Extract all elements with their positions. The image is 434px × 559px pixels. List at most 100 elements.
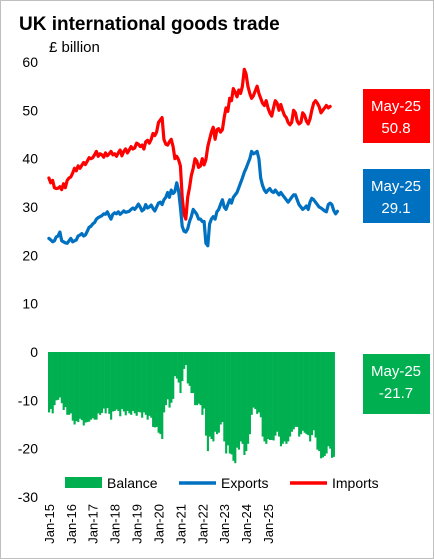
balance-bar (241, 352, 244, 444)
legend-label-exports: Exports (221, 475, 268, 491)
balance-bar (184, 352, 188, 366)
balance-bar (110, 352, 113, 420)
balance-bar (48, 352, 51, 413)
balance-bar (259, 352, 262, 418)
balance-bar (88, 352, 91, 422)
balance-bar (82, 352, 85, 426)
balance-bar (226, 352, 230, 446)
balance-bar (248, 352, 251, 435)
balance-bar (163, 352, 166, 413)
balance-bar (331, 352, 334, 458)
balance-bar (316, 352, 319, 450)
balance-bar (150, 352, 153, 418)
callout-value: 50.8 (381, 120, 410, 137)
x-tick-label: Jan-23 (217, 504, 232, 544)
balance-bar (281, 352, 284, 444)
y-tick-label: 0 (30, 344, 38, 360)
balance-bar (221, 352, 224, 423)
balance-bar (212, 352, 215, 442)
balance-bar (257, 352, 261, 413)
balance-bar (131, 352, 135, 411)
balance-bar (310, 352, 314, 436)
balance-bar (270, 352, 273, 440)
balance-bar (274, 352, 277, 436)
balance-bar (137, 352, 140, 412)
balance-bar (210, 352, 213, 439)
balance-bar (135, 352, 138, 416)
x-axis: Jan-15 Jan-16 Jan-17 Jan-18 Jan-19 Jan-20 Jan-… (42, 504, 276, 544)
balance-bar (287, 352, 290, 442)
x-tick-label: Jan-17 (86, 504, 101, 544)
legend: Balance Exports Imports (65, 475, 379, 491)
balance-bar (152, 352, 155, 427)
balance-bar (279, 352, 283, 447)
balance-bar (166, 352, 169, 400)
balance-bar (186, 352, 189, 384)
balance-bar (314, 352, 317, 438)
legend-label-balance: Balance (107, 475, 158, 491)
imports-line (47, 67, 332, 221)
balance-bar (254, 352, 257, 410)
balance-bar (68, 352, 71, 415)
balance-bar (60, 352, 63, 404)
balance-bar (263, 352, 266, 442)
callout-box (363, 169, 430, 223)
balance-bar (93, 352, 96, 420)
balance-bar (327, 352, 330, 447)
balance-bar (153, 352, 157, 428)
balance-bars (48, 352, 335, 464)
balance-bar (113, 352, 116, 411)
balance-bar (298, 352, 301, 437)
balance-bar (80, 352, 83, 421)
balance-bar (261, 352, 264, 437)
balance-bar (130, 352, 133, 415)
balance-bar (267, 352, 270, 439)
balance-bar (190, 352, 193, 394)
legend-swatch-balance (65, 477, 102, 488)
balance-bar (208, 352, 211, 437)
balance-bar (256, 352, 259, 414)
callouts: May-25 50.8 May-25 29.1 May-25 -21.7 (363, 89, 430, 414)
balance-bar (194, 352, 197, 406)
balance-bar (214, 352, 217, 432)
balance-bar (265, 352, 268, 444)
balance-bar (285, 352, 288, 444)
balance-bar (321, 352, 324, 458)
balance-bar (234, 352, 237, 464)
balance-bar (199, 352, 202, 406)
callout-date: May-25 (371, 98, 421, 115)
balance-bar (239, 352, 242, 442)
balance-bar (309, 352, 312, 442)
balance-bar (305, 352, 308, 435)
balance-bar (71, 352, 74, 421)
x-tick-label: Jan-20 (152, 504, 167, 544)
balance-bar (320, 352, 323, 459)
balance-bar (195, 352, 199, 406)
balance-bar (228, 352, 231, 454)
balance-bar (111, 352, 115, 412)
balance-bar (168, 352, 171, 408)
balance-bar (172, 352, 175, 399)
y-tick-label: 50 (22, 102, 38, 118)
balance-bar (192, 352, 195, 394)
balance-bar (303, 352, 306, 433)
balance-bar (170, 352, 173, 403)
balance-bar (84, 352, 87, 423)
balance-bar (250, 352, 253, 415)
balance-bar (108, 352, 111, 414)
x-tick-label: Jan-21 (173, 504, 188, 544)
y-tick-label: 10 (22, 296, 38, 312)
balance-bar (217, 352, 220, 433)
x-tick-label: Jan-22 (195, 504, 210, 544)
balance-bar (175, 352, 178, 379)
balance-bar (232, 352, 235, 461)
balance-bar (121, 352, 124, 410)
balance-bar (106, 352, 109, 409)
x-tick-label: Jan-25 (261, 504, 276, 544)
balance-bar (161, 352, 164, 439)
balance-bar (318, 352, 321, 452)
balance-bar (124, 352, 127, 416)
balance-bar (53, 352, 56, 406)
balance-bar (329, 352, 332, 449)
